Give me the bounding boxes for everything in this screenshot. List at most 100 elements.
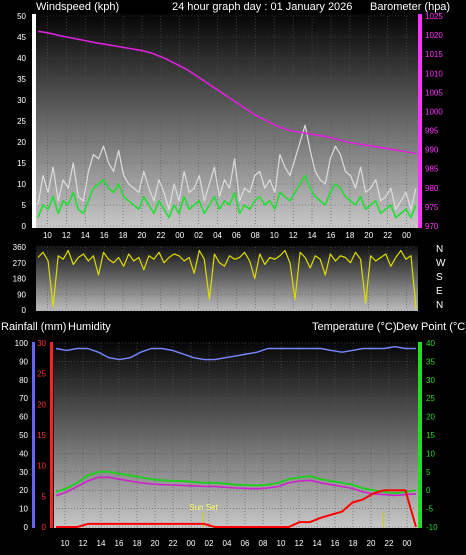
chart-title: 24 hour graph day : 01 January 2026 bbox=[172, 1, 352, 13]
humidity-y-tick-label: 70 bbox=[19, 394, 28, 403]
wind-x-tick-label: 18 bbox=[345, 231, 354, 240]
rainfall-y-tick-label: 20 bbox=[37, 400, 46, 409]
wind-x-tick-label: 20 bbox=[364, 231, 373, 240]
wind-y-tick-label: 40 bbox=[17, 54, 26, 63]
temperature-y-tick-label: -10 bbox=[426, 523, 438, 532]
rainfall-y-tick-label: 0 bbox=[42, 523, 47, 532]
humidity-y-tick-label: 50 bbox=[19, 431, 28, 440]
rainfall-axis-strip bbox=[50, 342, 53, 528]
temperature-x-tick-label: 22 bbox=[385, 539, 394, 548]
rainfall-y-tick-label: 30 bbox=[37, 339, 46, 348]
compass-label: E bbox=[436, 286, 443, 297]
humidity-y-tick-label: 90 bbox=[19, 357, 28, 366]
barometer-y-tick-label: 985 bbox=[425, 165, 439, 174]
temperature-y-tick-label: 20 bbox=[426, 413, 435, 422]
temperature-y-tick-label: 10 bbox=[426, 449, 435, 458]
temperature-x-tick-label: 00 bbox=[187, 539, 196, 548]
humidity-axis-strip bbox=[32, 342, 35, 528]
wind-x-tick-label: 16 bbox=[100, 231, 109, 240]
wind-x-tick-label: 12 bbox=[62, 231, 71, 240]
wind-x-tick-label: 00 bbox=[175, 231, 184, 240]
wind-direction-line bbox=[37, 249, 417, 309]
rainfall-y-tick-label: 25 bbox=[37, 370, 46, 379]
direction-y-tick-label: 270 bbox=[13, 259, 27, 268]
temperature-x-tick-label: 14 bbox=[313, 539, 322, 548]
temperature-x-tick-label: 16 bbox=[331, 539, 340, 548]
temperature-x-tick-label: 10 bbox=[61, 539, 70, 548]
dewpoint-axis-title: Dew Point (°C) bbox=[396, 321, 466, 333]
wind-x-tick-label: 14 bbox=[81, 231, 90, 240]
temperature-y-tick-label: 5 bbox=[426, 468, 431, 477]
barometer-y-tick-label: 1015 bbox=[425, 50, 443, 59]
humidity-y-tick-label: 60 bbox=[19, 413, 28, 422]
wind-x-tick-label: 12 bbox=[289, 231, 298, 240]
temperature-x-tick-label: 16 bbox=[115, 539, 124, 548]
humidity-y-tick-label: 10 bbox=[19, 505, 28, 514]
compass-label: W bbox=[436, 258, 446, 269]
temperature-y-tick-label: 15 bbox=[426, 431, 435, 440]
humidity-y-tick-label: 40 bbox=[19, 449, 28, 458]
sunset-label: Sun Set bbox=[189, 503, 218, 512]
compass-label: N bbox=[436, 300, 443, 311]
temperature-y-tick-label: 30 bbox=[426, 376, 435, 385]
barometer-y-tick-label: 1025 bbox=[425, 12, 443, 21]
temperature-x-tick-label: 22 bbox=[169, 539, 178, 548]
rainfall-y-tick-label: 5 bbox=[42, 492, 47, 501]
barometer-y-tick-label: 1000 bbox=[425, 107, 443, 116]
temperature-y-tick-label: 25 bbox=[426, 394, 435, 403]
wind-x-tick-label: 02 bbox=[194, 231, 203, 240]
barometer-y-tick-label: 970 bbox=[425, 222, 439, 231]
wind-x-tick-label: 20 bbox=[137, 231, 146, 240]
temperature-y-tick-label: 40 bbox=[426, 339, 435, 348]
temperature-x-tick-label: 02 bbox=[205, 539, 214, 548]
wind-x-tick-label: 22 bbox=[383, 231, 392, 240]
wind-x-tick-label: 00 bbox=[402, 231, 411, 240]
compass-label: S bbox=[436, 272, 443, 283]
wind-x-tick-label: 22 bbox=[156, 231, 165, 240]
wind-y-tick-label: 50 bbox=[17, 12, 26, 21]
wind-y-tick-label: 15 bbox=[17, 159, 26, 168]
humidity-y-tick-label: 20 bbox=[19, 486, 28, 495]
temperature-x-tick-label: 08 bbox=[259, 539, 268, 548]
temperature-x-tick-label: 00 bbox=[403, 539, 412, 548]
direction-y-tick-label: 90 bbox=[17, 290, 26, 299]
rainfall-line bbox=[56, 489, 417, 528]
wind-y-tick-label: 25 bbox=[17, 117, 26, 126]
barometer-y-tick-label: 1010 bbox=[425, 69, 443, 78]
humidity-y-tick-label: 80 bbox=[19, 376, 28, 385]
temperature-x-tick-label: 06 bbox=[241, 539, 250, 548]
temperature-x-tick-label: 20 bbox=[151, 539, 160, 548]
wind-y-tick-label: 35 bbox=[17, 75, 26, 84]
wind-y-tick-label: 10 bbox=[17, 180, 26, 189]
direction-y-tick-label: 0 bbox=[22, 306, 27, 315]
wind-y-tick-label: 20 bbox=[17, 138, 26, 147]
temperature-x-tick-label: 20 bbox=[367, 539, 376, 548]
humidity-axis-title: Humidity bbox=[68, 321, 111, 333]
barometer-y-tick-label: 990 bbox=[425, 146, 439, 155]
barometer-axis-title: Barometer (hpa) bbox=[370, 1, 450, 13]
wind-y-tick-label: 30 bbox=[17, 96, 26, 105]
wind-x-tick-label: 16 bbox=[326, 231, 335, 240]
temperature-line bbox=[55, 470, 417, 495]
temperature-x-tick-label: 04 bbox=[223, 539, 232, 548]
humidity-y-tick-label: 30 bbox=[19, 468, 28, 477]
temperature-y-tick-label: -5 bbox=[426, 505, 434, 514]
wind-x-tick-label: 14 bbox=[308, 231, 317, 240]
humidity-y-tick-label: 100 bbox=[15, 339, 29, 348]
barometer-y-tick-label: 975 bbox=[425, 203, 439, 212]
direction-y-tick-label: 360 bbox=[13, 243, 27, 252]
rainfall-axis-title: Rainfall (mm) bbox=[1, 321, 66, 333]
barometer-y-tick-label: 1005 bbox=[425, 88, 443, 97]
wind-x-tick-label: 10 bbox=[43, 231, 52, 240]
direction-y-tick-label: 180 bbox=[13, 275, 27, 284]
compass-label: N bbox=[436, 244, 443, 255]
temperature-x-tick-label: 18 bbox=[133, 539, 142, 548]
barometer-y-tick-label: 995 bbox=[425, 127, 439, 136]
barometer-right-axis-strip bbox=[418, 14, 422, 228]
temperature-x-tick-label: 12 bbox=[79, 539, 88, 548]
temperature-y-tick-label: 0 bbox=[426, 486, 431, 495]
humidity-y-tick-label: 0 bbox=[24, 523, 29, 532]
wind-x-tick-label: 10 bbox=[270, 231, 279, 240]
